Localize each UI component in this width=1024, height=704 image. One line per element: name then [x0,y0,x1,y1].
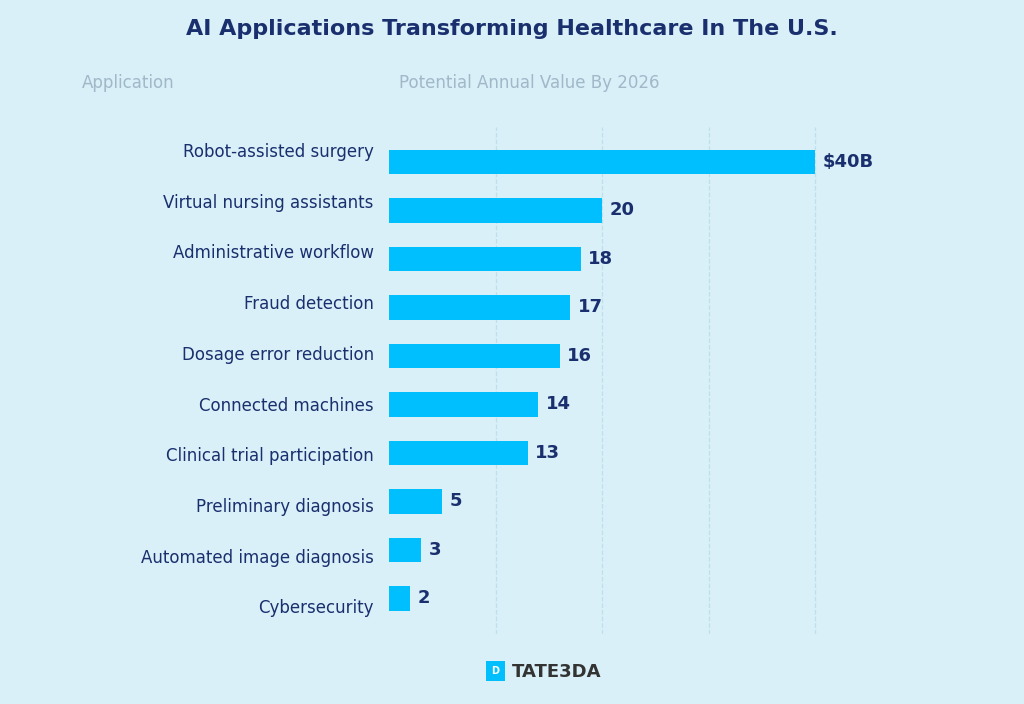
Text: AI Applications Transforming Healthcare In The U.S.: AI Applications Transforming Healthcare … [186,19,838,39]
Text: Virtual nursing assistants: Virtual nursing assistants [164,194,374,212]
Text: 13: 13 [535,444,560,462]
Text: Preliminary diagnosis: Preliminary diagnosis [196,498,374,516]
Text: 2: 2 [418,589,430,608]
Text: Connected machines: Connected machines [199,396,374,415]
Bar [389,344,559,368]
Text: 14: 14 [546,396,570,413]
Bar [389,441,527,465]
Text: $40B: $40B [822,153,873,171]
Text: Cybersecurity: Cybersecurity [258,599,374,617]
Text: Dosage error reduction: Dosage error reduction [181,346,374,364]
Text: Clinical trial participation: Clinical trial participation [166,447,374,465]
Text: Administrative workflow: Administrative workflow [173,244,374,263]
Text: TATE3DA: TATE3DA [512,663,601,681]
Text: D: D [492,666,500,676]
Bar [389,150,815,174]
Bar [389,489,442,513]
Bar [389,538,421,562]
Bar [389,295,570,320]
Bar [389,586,411,610]
Text: 5: 5 [450,492,462,510]
Bar [389,247,581,271]
Text: 17: 17 [578,298,602,316]
Text: 20: 20 [609,201,635,220]
Text: Robot-assisted surgery: Robot-assisted surgery [183,143,374,161]
Bar [389,392,539,417]
Text: Potential Annual Value By 2026: Potential Annual Value By 2026 [399,74,659,92]
Bar [389,199,602,222]
Text: Application: Application [82,74,174,92]
Text: 18: 18 [588,250,613,268]
Text: 3: 3 [428,541,441,559]
Text: Fraud detection: Fraud detection [244,295,374,313]
Text: Automated image diagnosis: Automated image diagnosis [141,548,374,567]
Text: 16: 16 [567,347,592,365]
